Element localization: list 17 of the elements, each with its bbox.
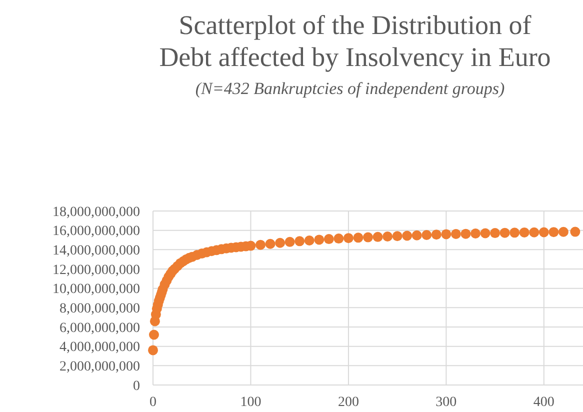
x-tick-label: 200 [338, 395, 359, 410]
y-tick-label: 10,000,000,000 [52, 282, 140, 298]
y-tick-label: 6,000,000,000 [60, 320, 140, 336]
y-tick-label: 0 [133, 378, 140, 394]
x-tick-label: 300 [436, 395, 457, 410]
x-tick-label: 100 [240, 395, 262, 410]
y-tick-label: 4,000,000,000 [60, 340, 140, 356]
y-tick-label: 14,000,000,000 [52, 244, 140, 259]
y-tick-label: 2,000,000,000 [60, 360, 140, 375]
chart-title: Scatterplot of the Distribution of Debt affected by Insolvency in Euro [159, 10, 551, 72]
y-tick-label: 18,000,000,000 [52, 204, 140, 220]
chart-subtitle: (N=432 Bankruptcies of independent groups) [195, 79, 505, 98]
x-tick-label: 400 [533, 395, 554, 410]
y-tick-label: 8,000,000,000 [60, 302, 140, 317]
y-tick-label: 12,000,000,000 [52, 262, 140, 278]
y-tick-label: 16,000,000,000 [52, 224, 140, 240]
x-tick-label: 0 [150, 395, 156, 410]
